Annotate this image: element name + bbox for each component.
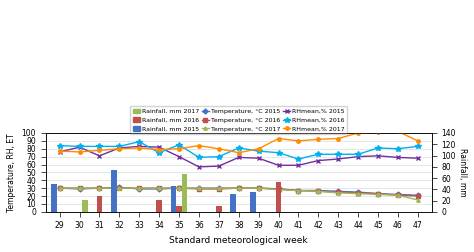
Legend: Rainfall, mm 2017, Rainfall, mm 2016, Rainfall, mm 2015, Temperature, °C 2015, T: Rainfall, mm 2017, Rainfall, mm 2016, Ra…: [130, 106, 347, 134]
Bar: [51, 184, 57, 212]
Bar: [111, 170, 117, 212]
Bar: [176, 206, 182, 212]
Bar: [182, 174, 187, 212]
Bar: [171, 186, 176, 212]
Y-axis label: Temperature, RH, ET: Temperature, RH, ET: [7, 133, 16, 212]
Bar: [216, 206, 222, 212]
Y-axis label: Rainfall, mm: Rainfall, mm: [458, 148, 467, 197]
Bar: [276, 182, 281, 212]
Bar: [230, 194, 236, 212]
Bar: [250, 192, 256, 212]
Bar: [82, 200, 88, 212]
Bar: [97, 196, 102, 212]
X-axis label: Standard meteorological week: Standard meteorological week: [169, 236, 308, 245]
Bar: [156, 200, 162, 212]
